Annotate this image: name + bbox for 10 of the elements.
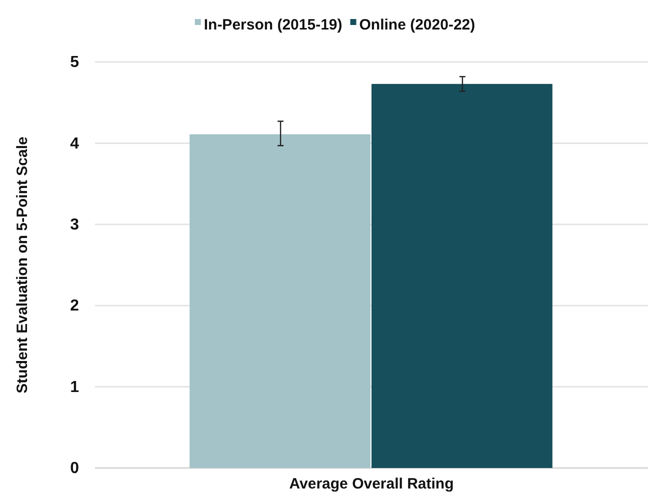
y-tick-label: 4 (70, 135, 80, 152)
x-tick-label: Average Overall Rating (289, 476, 454, 493)
y-axis-title: Student Evaluation on 5-Point Scale (14, 136, 31, 394)
legend-label: In-Person (2015-19) (204, 16, 342, 34)
y-tick-label: 3 (70, 216, 80, 234)
y-tick-label: 1 (70, 378, 80, 396)
y-tick-label: 0 (70, 460, 80, 478)
y-tick-label: 2 (70, 298, 80, 315)
y-tick-label: 5 (70, 54, 80, 72)
legend-label: Online (2020-22) (359, 16, 476, 34)
